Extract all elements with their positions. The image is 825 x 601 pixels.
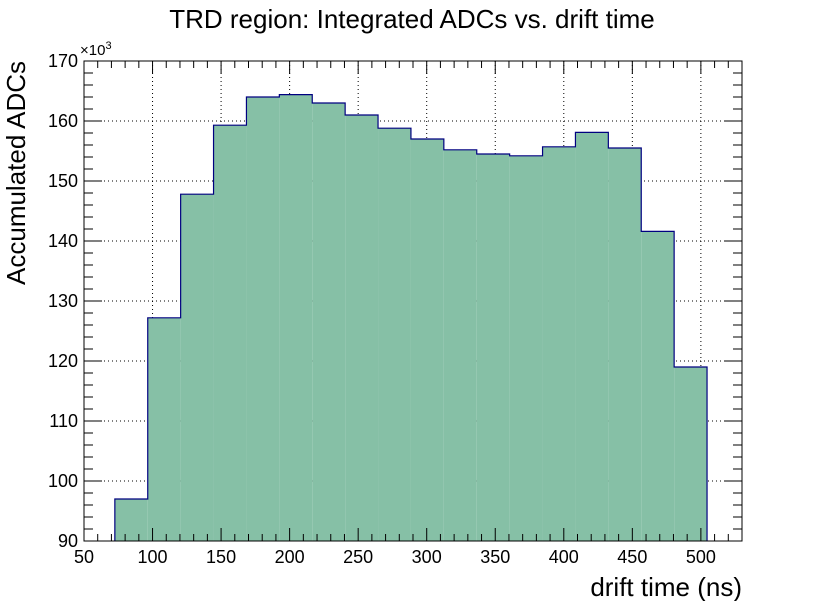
y-tick-label: 110 [49,411,78,431]
x-tick-label: 450 [617,547,647,567]
x-tick-label: 100 [138,547,168,567]
y-tick-label: 160 [48,111,78,131]
histogram-bar [147,317,181,541]
histogram-bar [279,94,313,541]
x-tick-label: 400 [549,547,579,567]
histogram-bar [213,125,247,541]
y-tick-label: 90 [58,531,78,551]
x-axis-label: drift time (ns) [590,572,742,601]
y-tick-label: 150 [48,171,78,191]
histogram-bar [180,194,214,541]
histogram-bar [674,367,708,541]
histogram-bar [641,231,675,541]
histogram-bar [410,139,444,541]
chart-title: TRD region: Integrated ADCs vs. drift ti… [169,4,655,34]
histogram-outline [114,94,708,541]
x-tick-label: 200 [275,547,305,567]
histogram-bar [476,154,510,541]
histogram-bar [246,97,280,541]
histogram-bars [114,94,708,542]
y-tick-label: 140 [48,231,78,251]
y-tick-label: 170 [48,51,78,71]
y-tick-label: 100 [48,471,78,491]
y-tick-label: 130 [48,291,78,311]
y-axis-label: Accumulated ADCs [1,61,31,285]
histogram-bar [114,499,148,541]
histogram-bar [575,132,609,541]
histogram-bar [608,148,642,541]
tick-labels: 50 100 150 200 250 300 350 400 450 500 90 100 110 120… [48,51,716,567]
histogram-bar [443,149,477,542]
histogram-bar [542,146,576,542]
x-tick-label: 50 [74,547,94,567]
x-tick-label: 350 [480,547,510,567]
y-tick-label: 120 [48,351,78,371]
axis-ticks [83,60,743,542]
x-tick-label: 300 [412,547,442,567]
x-tick-label: 500 [686,547,716,567]
histogram-bar [378,128,411,541]
y-axis-multiplier: ×103 [80,40,112,59]
x-tick-label: 150 [206,547,236,567]
histogram-bar [345,115,379,541]
x-tick-label: 250 [343,547,373,567]
histogram-bar [312,103,346,541]
histogram-bar [509,155,543,542]
